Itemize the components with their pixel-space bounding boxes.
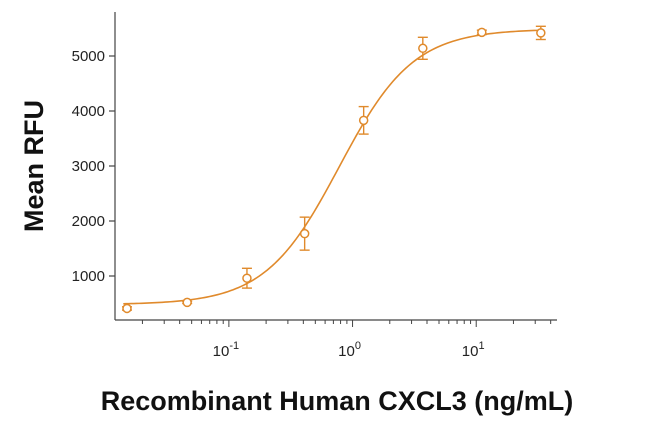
data-points xyxy=(121,25,546,314)
x-tick-label: 10-1 xyxy=(213,340,239,360)
point-marker xyxy=(242,273,252,283)
x-tick-label: 100 xyxy=(338,340,361,360)
data-point xyxy=(535,25,546,41)
point-marker xyxy=(418,43,428,54)
data-point xyxy=(121,303,132,314)
point-marker xyxy=(477,27,487,38)
y-tick-label: 5000 xyxy=(72,48,105,65)
y-tick-label: 3000 xyxy=(72,158,105,175)
data-point xyxy=(182,297,193,308)
y-axis-ticks: 1000 2000 3000 4000 5000 xyxy=(72,48,115,285)
x-axis-title: Recombinant Human CXCL3 (ng/mL) xyxy=(101,386,574,416)
data-point xyxy=(241,267,252,289)
data-point xyxy=(417,36,428,60)
point-marker xyxy=(358,115,369,126)
fit-curve xyxy=(123,29,542,305)
y-tick-label: 4000 xyxy=(72,103,105,120)
data-point xyxy=(358,105,369,135)
y-tick-label: 1000 xyxy=(72,268,105,285)
y-axis-title: Mean RFU xyxy=(19,100,49,232)
point-marker xyxy=(182,297,192,308)
data-point xyxy=(299,216,310,251)
data-point xyxy=(476,27,487,38)
x-axis-ticks: 10-1 100 101 xyxy=(141,320,552,360)
y-tick-label: 2000 xyxy=(72,213,105,230)
x-tick-label: 101 xyxy=(462,340,485,360)
point-marker xyxy=(122,303,132,314)
point-marker xyxy=(536,28,546,38)
point-marker xyxy=(299,228,310,239)
plot-area: 1000 2000 3000 4000 5000 10-1 100 101 xyxy=(72,12,557,360)
